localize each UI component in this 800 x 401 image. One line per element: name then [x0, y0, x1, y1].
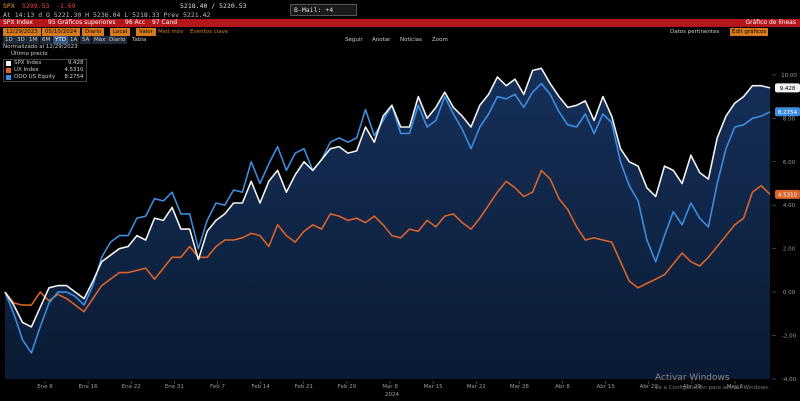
range-selector: 1D 3D 1M 6M YTD 1A 5A Máx Diario Tabla S…	[0, 36, 800, 44]
options-row: 12/29/2023 05/10/2024 Diario Local Valor…	[0, 28, 800, 36]
range-3d[interactable]: 3D	[15, 36, 27, 44]
last-price: 5299.53	[22, 2, 50, 10]
toolbar-zoom[interactable]: Zoom	[432, 37, 448, 43]
y-tick-label: 2.00	[783, 247, 796, 253]
quote-subline: At 14:13 d O 5221.30 H 5236.04 L 5218.33…	[3, 11, 211, 19]
x-tick-label: Feb 21	[295, 384, 314, 390]
legend-item-odo[interactable]: ODO US Equity 8.2754	[4, 74, 86, 81]
price-change: -1.69	[56, 2, 76, 10]
y-tick-label: 10.00	[781, 73, 797, 79]
series-line-ux-index[interactable]	[4, 169, 771, 313]
legend-value: 9.428	[67, 60, 84, 66]
candle-menu[interactable]: 97 Cand	[152, 19, 178, 26]
date-end-field[interactable]: 05/10/2024	[42, 28, 80, 36]
date-start-field[interactable]: 12/29/2023	[3, 28, 41, 36]
legend-name: ODO US Equity	[14, 74, 56, 80]
y-tick-label: 0.00	[783, 290, 796, 296]
legend-value: 8.2754	[64, 74, 84, 80]
command-input[interactable]: B-Mail: +4	[290, 4, 357, 16]
windows-activation-hint: Ve a Configuración para activar Windows.	[655, 385, 770, 391]
area-fill-spx-index	[5, 68, 770, 380]
range-1a[interactable]: 1A	[68, 36, 80, 44]
range-1d[interactable]: 1D	[3, 36, 15, 44]
series-line-odo-us-equity[interactable]	[4, 82, 771, 354]
x-year-label: 2024	[385, 392, 399, 398]
legend-swatch	[6, 61, 11, 66]
last-value-tag-spx-index: 9.428	[775, 83, 800, 93]
x-tick-label: Abr 22	[640, 384, 658, 390]
range-1m[interactable]: 1M	[27, 36, 40, 44]
toolbar-news[interactable]: Noticias	[400, 37, 422, 43]
range-6m[interactable]: 6M	[40, 36, 53, 44]
legend-swatch	[6, 75, 11, 80]
chart-legend: Normalizado al 12/29/2023 Último precio …	[3, 44, 87, 82]
x-tick-label: May 6	[727, 384, 744, 390]
edit-charts-button[interactable]: Edit gráficos	[730, 28, 769, 36]
moving-average-option[interactable]: Med móv	[158, 29, 184, 35]
range-daily[interactable]: Diario	[107, 36, 128, 44]
currency-select[interactable]: Local	[110, 28, 131, 36]
legend-swatch	[6, 68, 11, 73]
last-value-text: 4.5310	[778, 192, 798, 198]
legend-name: SPX Index	[14, 60, 42, 66]
x-tick-label: Abr 15	[596, 384, 615, 390]
quote-header: SPX 5299.53 -1.69 At 14:13 d O 5221.30 H…	[0, 0, 800, 22]
series-line-spx-index[interactable]	[4, 67, 771, 328]
toolbar-annotate[interactable]: Anotar	[372, 37, 391, 43]
x-tick-label: Feb 7	[210, 384, 225, 390]
period-select[interactable]: Diario	[82, 28, 105, 36]
x-tick-label: Mar 22	[467, 384, 486, 390]
y-tick-label: -4.00	[782, 377, 797, 383]
last-value-tag-ux-index: 4.5310	[775, 189, 800, 199]
security-select[interactable]: Valor	[136, 28, 156, 36]
legend-item-ux[interactable]: UX Index 4.5310	[4, 67, 86, 74]
x-tick-label: Ene 16	[79, 384, 99, 390]
range-max[interactable]: Máx	[92, 36, 108, 44]
x-tick-label: Ene 22	[122, 384, 141, 390]
x-tick-label: Mar 15	[424, 384, 444, 390]
function-bar: SPX Index 95 Gráficos superiores 96 Acc …	[0, 19, 800, 27]
line-chart[interactable]: 10.00 8.00 6.00 4.00 2.00 0.00 -2.00 -4.00 Ene 8…	[0, 44, 800, 401]
legend-subtitle: Último precio	[11, 51, 48, 57]
legend-box: SPX Index 9.428 UX Index 4.5310 ODO US E…	[3, 59, 87, 82]
x-tick-label: Mar 8	[382, 384, 398, 390]
actions-menu[interactable]: 96 Acc	[125, 19, 146, 26]
top-charts-menu[interactable]: 95 Gráficos superiores	[48, 19, 116, 26]
y-tick-label: 8.00	[783, 116, 796, 122]
bid-ask: 5218.40 / 5220.53	[180, 2, 247, 10]
x-tick-label: Feb 29	[338, 384, 357, 390]
range-5a[interactable]: 5A	[80, 36, 92, 44]
security-tab[interactable]: SPX Index	[3, 19, 33, 26]
x-tick-label: Abr 29	[683, 384, 702, 390]
legend-value: 4.5310	[64, 67, 84, 73]
last-value-text: 9.428	[780, 86, 796, 92]
table-button[interactable]: Tabla	[132, 37, 147, 43]
y-tick-label: -2.00	[782, 334, 797, 340]
legend-item-spx[interactable]: SPX Index 9.428	[4, 60, 86, 67]
key-events-option[interactable]: Eventos clave	[190, 29, 229, 35]
x-tick-label: Ene 31	[165, 384, 184, 390]
y-tick-label: 4.00	[783, 203, 796, 209]
toolbar-follow[interactable]: Seguir	[345, 37, 363, 43]
chart-type-title: Gráfico de líneas	[745, 19, 797, 26]
x-tick-label: Feb 14	[251, 384, 270, 390]
windows-activation-title: Activar Windows	[655, 373, 730, 383]
last-value-text: 8.2754	[778, 110, 798, 116]
relevant-data-button[interactable]: Datos pertinentes	[670, 29, 720, 35]
x-tick-label: Abr 8	[555, 384, 570, 390]
legend-name: UX Index	[14, 67, 39, 73]
x-tick-label: Ene 8	[37, 384, 53, 390]
ticker-label[interactable]: SPX	[3, 2, 15, 10]
legend-title: Normalizado al 12/29/2023	[3, 44, 78, 50]
y-tick-label: 6.00	[783, 160, 796, 166]
range-ytd[interactable]: YTD	[53, 36, 68, 44]
last-value-tag-odo-us-equity: 8.2754	[775, 107, 800, 117]
x-tick-label: Mar 28	[510, 384, 530, 390]
